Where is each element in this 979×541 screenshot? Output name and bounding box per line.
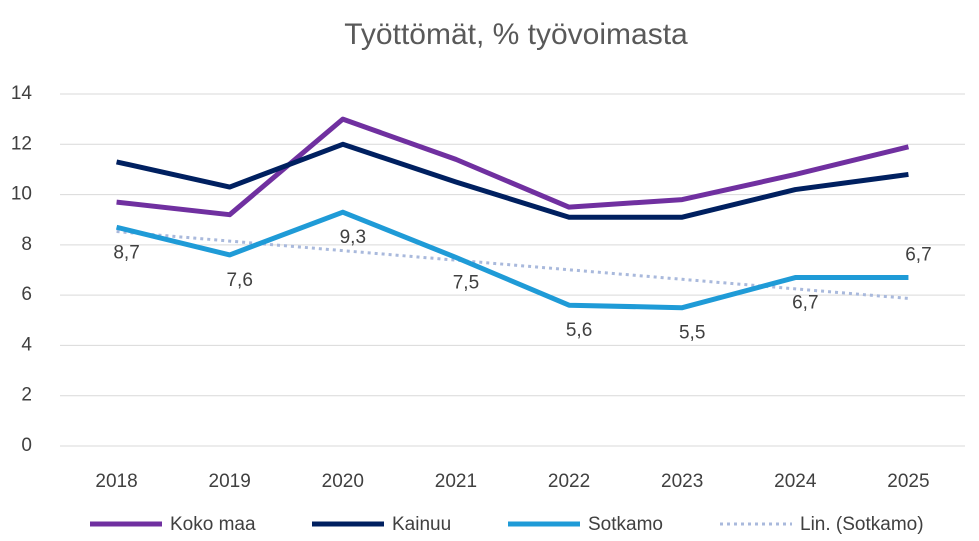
legend-label: Lin. (Sotkamo) [800,514,924,535]
data-label: 8,7 [113,242,139,263]
y-tick-label: 14 [11,83,33,104]
data-label: 6,7 [905,245,931,266]
x-tick-label: 2024 [774,471,817,492]
data-label: 5,5 [679,323,705,344]
data-label: 5,6 [566,320,592,341]
x-tick-label: 2019 [209,471,251,492]
y-tick-label: 8 [21,234,32,255]
y-tick-label: 0 [21,435,32,456]
legend-label: Koko maa [170,514,256,535]
chart-title: Työttömät, % työvoimasta [344,18,688,51]
x-tick-label: 2025 [887,471,929,492]
y-tick-label: 6 [21,284,32,305]
data-label: 9,3 [340,227,366,248]
y-tick-label: 12 [11,133,32,154]
legend-label: Kainuu [392,514,451,535]
y-tick-label: 4 [21,334,32,355]
x-tick-label: 2020 [322,471,364,492]
data-label: 7,6 [226,270,252,291]
legend-label: Sotkamo [588,514,663,535]
series-line [116,116,910,218]
x-tick-label: 2018 [95,471,137,492]
data-label: 6,7 [792,293,818,314]
x-tick-label: 2021 [435,471,477,492]
series-line [115,209,909,311]
series-line [116,141,909,220]
y-tick-label: 10 [11,184,32,205]
x-tick-label: 2022 [548,471,590,492]
data-label: 7,5 [453,272,479,293]
x-tick-label: 2023 [661,471,703,492]
y-tick-label: 2 [21,385,32,406]
